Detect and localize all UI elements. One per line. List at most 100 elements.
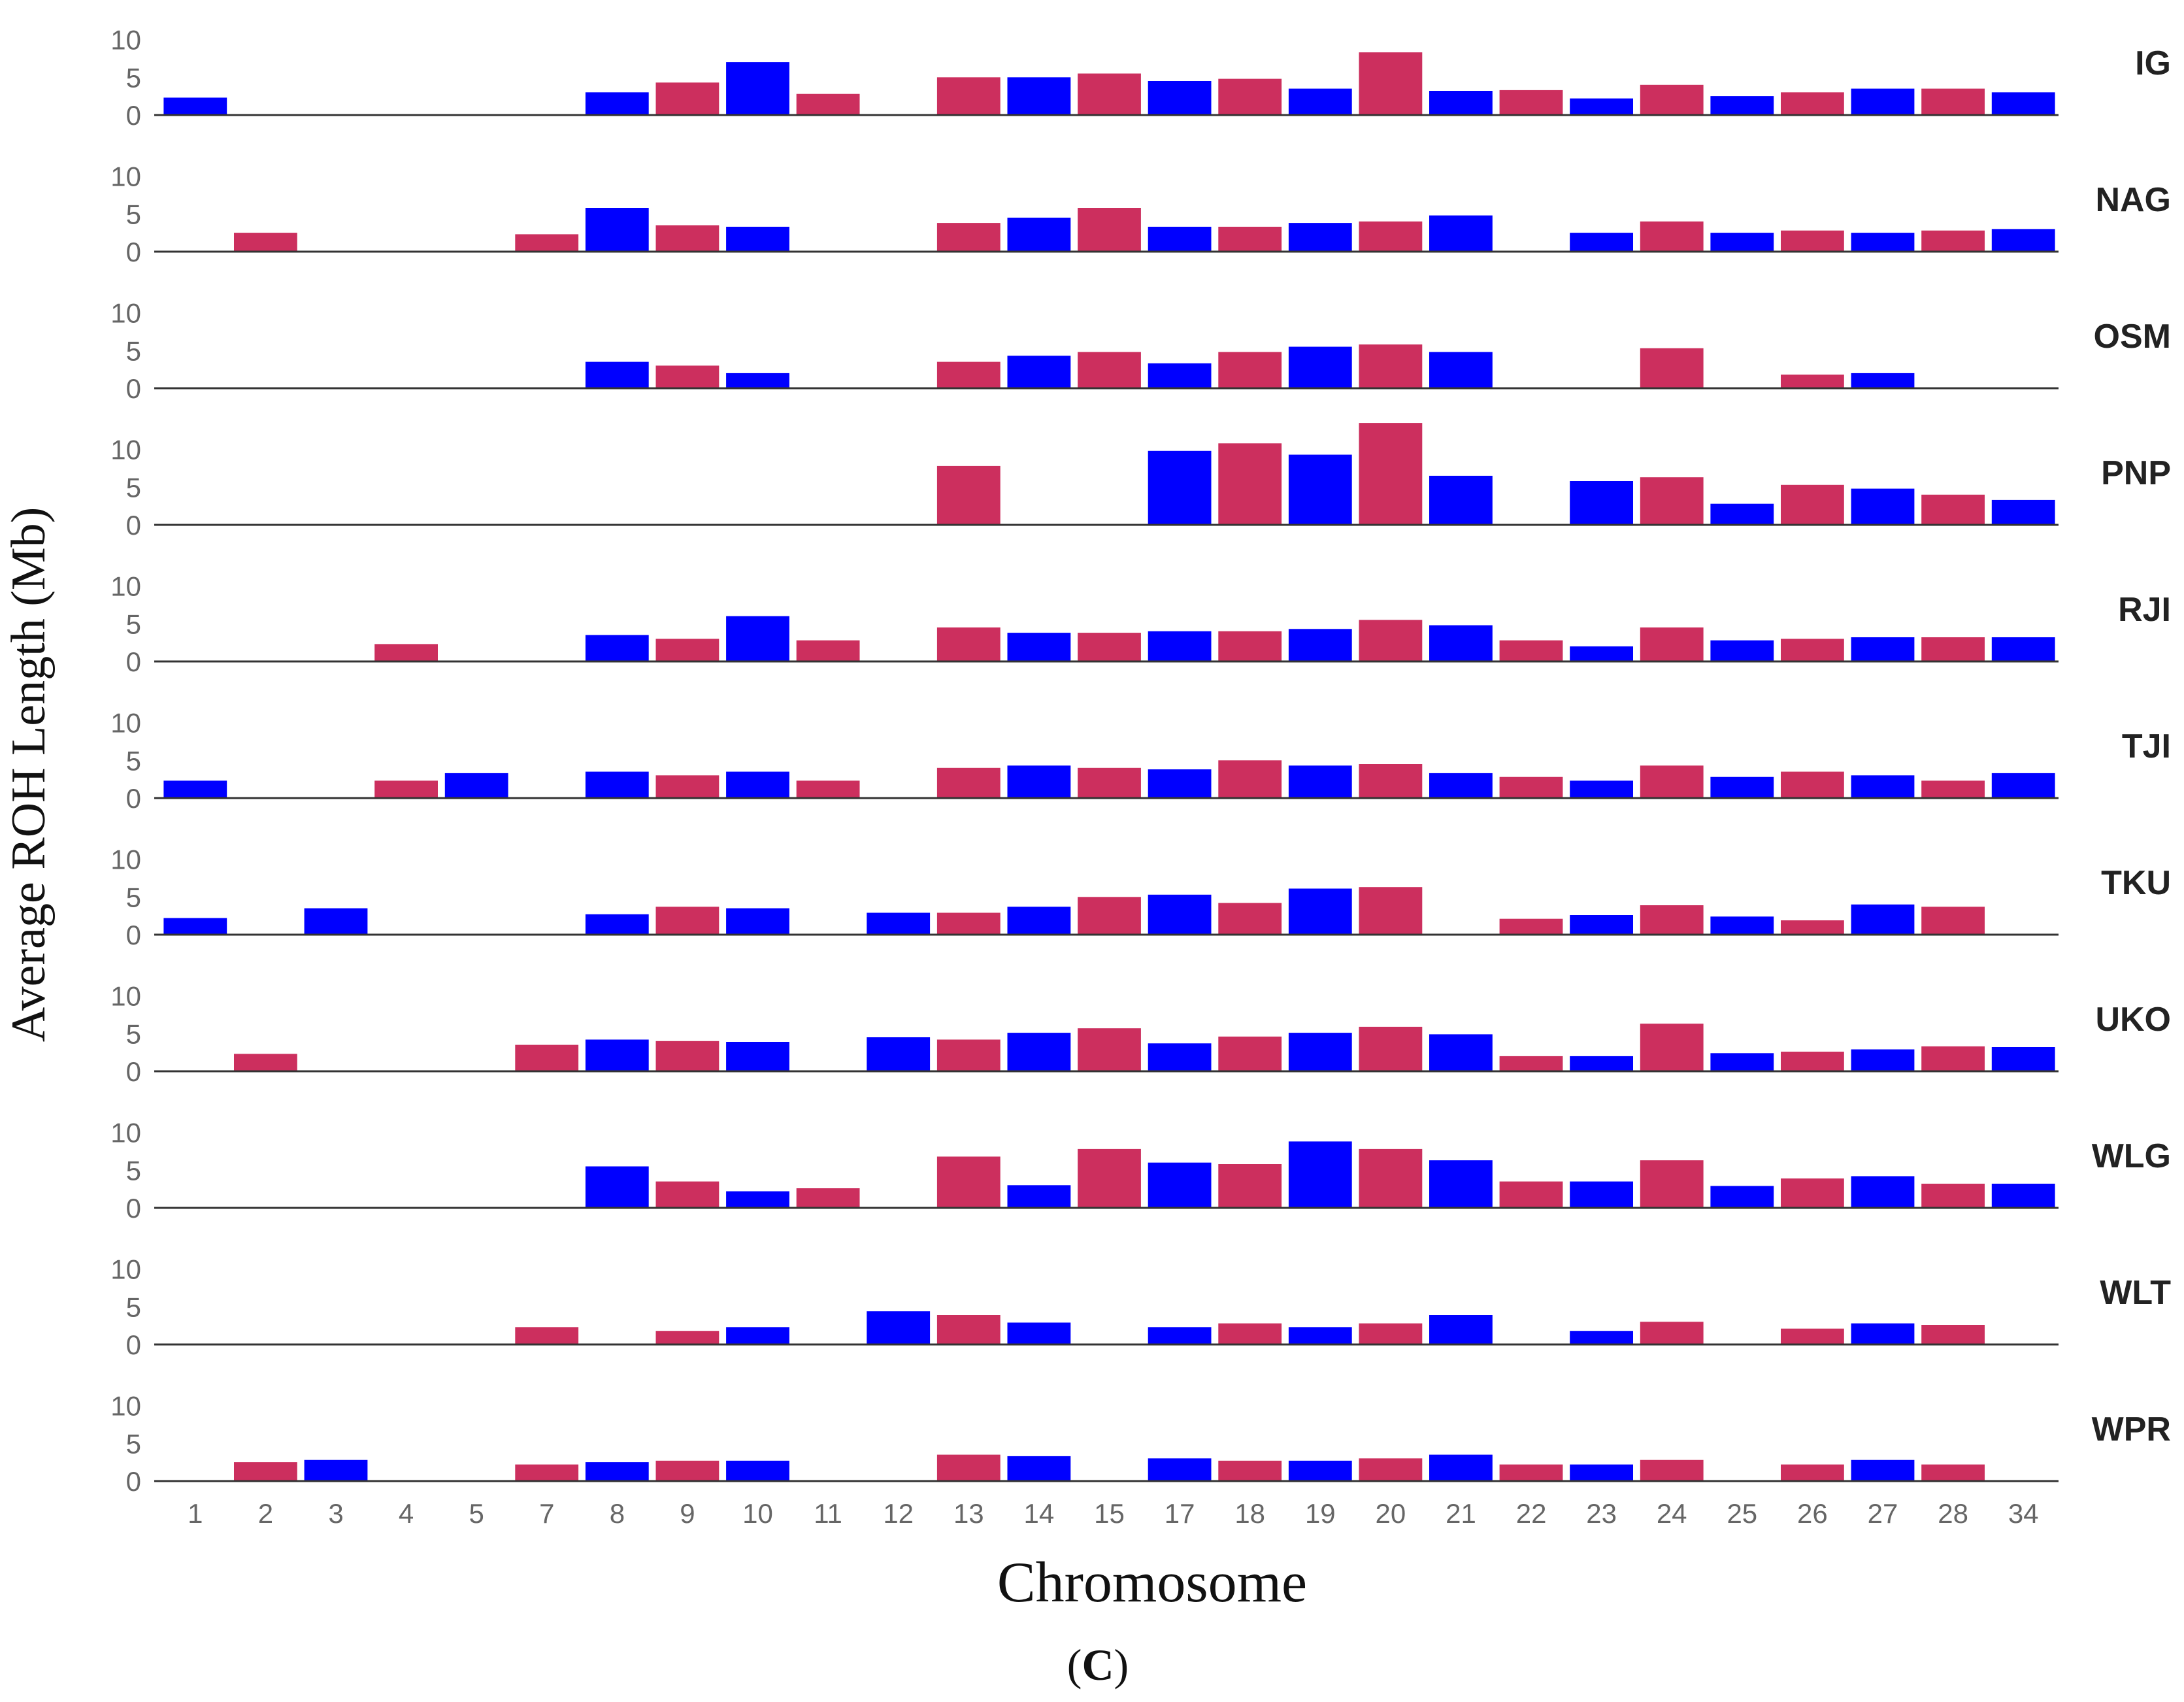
bar xyxy=(1078,1148,1141,1208)
bar xyxy=(726,616,789,661)
bar xyxy=(1921,230,1985,252)
bar xyxy=(1429,1034,1493,1071)
x-tick-label: 26 xyxy=(1797,1498,1828,1529)
panel-tku: 10 5 0 TKU xyxy=(110,844,2171,951)
bar xyxy=(936,361,1001,388)
bar xyxy=(1429,1315,1493,1344)
y-tick-label: 0 xyxy=(126,1193,141,1224)
y-tick-label: 0 xyxy=(126,1056,141,1087)
bar xyxy=(1921,1325,1985,1344)
bar xyxy=(796,780,860,798)
bar xyxy=(1288,346,1352,388)
y-tick-label: 10 xyxy=(110,1391,141,1422)
y-tick-label: 10 xyxy=(110,1118,141,1148)
y-axis-title: Average ROH Length (Mb) xyxy=(2,507,56,1043)
bar xyxy=(936,465,1001,525)
y-tick-label: 0 xyxy=(126,237,141,267)
panel-nag: 10 5 0 NAG xyxy=(110,161,2171,268)
bar xyxy=(726,771,789,798)
bar xyxy=(374,644,438,661)
y-tick-label: 5 xyxy=(126,1018,141,1049)
bar xyxy=(796,93,860,115)
bar xyxy=(1781,1178,1844,1208)
bar xyxy=(1359,52,1423,115)
x-tick-label: 11 xyxy=(814,1498,842,1529)
bar xyxy=(655,1460,720,1481)
bar xyxy=(1640,1322,1704,1344)
bar xyxy=(936,912,1001,935)
x-tick-label: 7 xyxy=(539,1498,554,1529)
bar xyxy=(1640,477,1704,525)
bar xyxy=(1570,481,1633,525)
y-tick-label: 0 xyxy=(126,100,141,131)
population-label: UKO xyxy=(2095,1001,2171,1039)
bar xyxy=(867,1037,931,1071)
bar xyxy=(585,635,649,661)
bar xyxy=(1288,765,1352,798)
y-tick-label: 5 xyxy=(126,1155,141,1186)
bar xyxy=(1218,443,1282,525)
bar xyxy=(726,1327,789,1344)
panel-wpr: 10 5 0 WPR xyxy=(110,1391,2171,1497)
bar xyxy=(374,780,438,798)
bar xyxy=(1429,352,1493,388)
bar xyxy=(1991,637,2055,661)
bar xyxy=(1781,484,1844,525)
figure-caption: (C) xyxy=(1067,1640,1129,1690)
x-tick-label: 22 xyxy=(1516,1498,1547,1529)
bar xyxy=(1640,1024,1704,1071)
bar xyxy=(1781,1464,1844,1481)
bar xyxy=(1991,1047,2055,1071)
panel-rji: 10 5 0 RJI xyxy=(110,571,2171,678)
bar xyxy=(1781,1328,1844,1344)
bar xyxy=(655,1041,720,1071)
panel-osm: 10 5 0 OSM xyxy=(110,298,2171,405)
y-tick-label: 10 xyxy=(110,844,141,875)
bar xyxy=(1781,92,1844,115)
panel-uko: 10 5 0 UKO xyxy=(110,981,2171,1088)
bar xyxy=(1078,1028,1141,1071)
bar xyxy=(1710,96,1774,115)
bar xyxy=(1781,920,1844,935)
x-tick-label: 18 xyxy=(1234,1498,1265,1529)
bar xyxy=(1710,640,1774,661)
bar xyxy=(1078,633,1141,661)
bar xyxy=(936,223,1001,252)
bar xyxy=(1570,915,1633,935)
x-tick-label: 28 xyxy=(1938,1498,1968,1529)
bar xyxy=(1078,73,1141,115)
bar xyxy=(515,234,579,252)
y-tick-label: 10 xyxy=(110,25,141,56)
bar xyxy=(936,627,1001,661)
y-tick-label: 5 xyxy=(126,472,141,503)
bar xyxy=(936,1315,1001,1344)
bar xyxy=(1218,631,1282,661)
bar xyxy=(1570,1331,1633,1344)
bar xyxy=(163,97,227,115)
bar xyxy=(655,82,720,115)
bar xyxy=(1359,764,1423,798)
x-tick-label: 4 xyxy=(399,1498,414,1529)
bar xyxy=(1499,640,1563,661)
bar xyxy=(1710,776,1774,798)
population-label: PNP xyxy=(2101,454,2171,492)
bar xyxy=(726,373,789,388)
bar xyxy=(1710,233,1774,252)
bar xyxy=(515,1044,579,1071)
bar xyxy=(1007,1033,1071,1071)
bar xyxy=(1288,1033,1352,1071)
x-tick-label: 20 xyxy=(1376,1498,1406,1529)
y-tick-label: 0 xyxy=(126,646,141,677)
bar xyxy=(1991,229,2055,252)
panel-wlt: 10 5 0 WLT xyxy=(110,1254,2171,1361)
bar xyxy=(1640,221,1704,252)
bar xyxy=(1851,775,1915,798)
bar xyxy=(1640,348,1704,388)
bar xyxy=(1851,233,1915,252)
bar xyxy=(1570,1181,1633,1208)
bar xyxy=(1218,1460,1282,1481)
bar xyxy=(1078,767,1141,798)
x-tick-label: 15 xyxy=(1094,1498,1125,1529)
bar xyxy=(1148,1162,1212,1208)
bar xyxy=(1288,1460,1352,1481)
